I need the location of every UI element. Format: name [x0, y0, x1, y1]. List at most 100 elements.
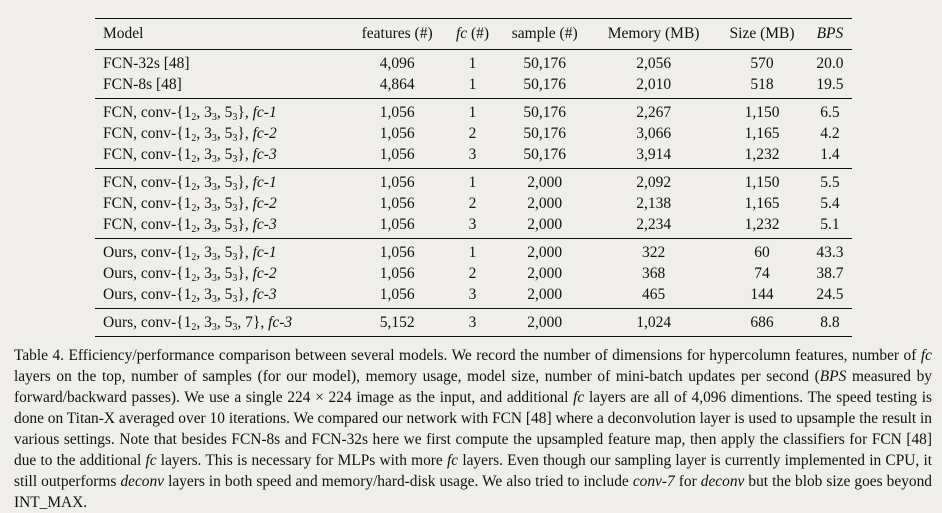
- header-size: Size (MB): [716, 18, 808, 50]
- features-cell: 1,056: [347, 98, 447, 123]
- model-cell: FCN-8s [48]: [103, 75, 182, 93]
- memory-cell: 2,138: [636, 194, 672, 212]
- bps-cell: 20.0: [816, 54, 844, 72]
- features-cell: 1,056: [347, 238, 447, 263]
- model-cell: FCN-32s [48]: [103, 54, 190, 72]
- sample-cell: 50,176: [523, 54, 566, 72]
- fc-cell: 1: [446, 168, 499, 193]
- caption-text: measured by forward/backward passes). We…: [14, 368, 932, 406]
- header-features: features (#): [347, 18, 447, 50]
- bps-cell: 4.2: [820, 124, 840, 142]
- size-cell: 518: [750, 75, 774, 93]
- caption-text: layers in both speed and memory/hard-dis…: [164, 473, 633, 490]
- table-caption: Table 4. Efficiency/performance comparis…: [14, 345, 932, 513]
- size-cell: 1,150: [716, 168, 808, 193]
- size-cell: 144: [750, 285, 774, 303]
- sample-cell: 2,000: [527, 194, 563, 212]
- fc-cell: 3: [468, 285, 477, 303]
- model-cell: Ours, conv-{12, 33, 53}, fc-3: [103, 285, 277, 305]
- caption-text: but the blob size goes beyond INT_MAX.: [14, 473, 932, 511]
- memory-cell: 2,092: [591, 168, 717, 193]
- features-cell: 1,056: [379, 215, 415, 233]
- table-row: FCN, conv-{12, 33, 53}, fc-3 1,056 3 50,176…: [95, 144, 852, 169]
- table-row: FCN, conv-{12, 33, 53}, fc-2 1,056 2 50,176…: [95, 123, 852, 144]
- bps-cell: 43.3: [807, 238, 852, 263]
- memory-cell: 2,234: [636, 215, 672, 233]
- table-body: FCN-32s [48] 4,096 1 50,176 2,056 570 20.0 FCN-…: [95, 50, 852, 337]
- model-cell: FCN, conv-{12, 33, 53}, fc-1: [95, 168, 348, 193]
- caption-fc: fc: [920, 347, 932, 364]
- memory-cell: 322: [591, 238, 717, 263]
- fc-cell: 2: [468, 124, 477, 142]
- header-bps: BPS: [807, 18, 852, 50]
- sample-cell: 2,000: [498, 168, 592, 193]
- fc-cell: 3: [468, 145, 477, 163]
- bps-cell: 6.5: [807, 98, 852, 123]
- memory-cell: 465: [642, 285, 666, 303]
- size-cell: 570: [750, 54, 774, 72]
- table-row: FCN, conv-{12, 33, 53}, fc-2 1,056 2 2,000 2…: [95, 193, 852, 214]
- bps-cell: 5.1: [820, 215, 840, 233]
- memory-cell: 3,914: [636, 145, 672, 163]
- caption-deconv: deconv: [120, 473, 165, 490]
- model-cell: FCN, conv-{12, 33, 53}, fc-2: [103, 124, 277, 144]
- table-row: Ours, conv-{12, 33, 53}, fc-3 1,056 3 2,000…: [95, 284, 852, 309]
- table-row: FCN, conv-{12, 33, 53}, fc-3 1,056 3 2,000 2…: [95, 214, 852, 239]
- caption-conv7: conv-7: [632, 473, 675, 490]
- memory-cell: 2,267: [591, 98, 717, 123]
- size-cell: 1,165: [744, 124, 780, 142]
- caption-fc: fc: [573, 389, 585, 406]
- table-row: Ours, conv-{12, 33, 53}, fc-1 1,056 1 2,000…: [95, 238, 852, 263]
- caption-fc: fc: [145, 452, 157, 469]
- bps-cell: 5.5: [807, 168, 852, 193]
- size-cell: 1,232: [744, 215, 780, 233]
- table-row: Ours, conv-{12, 33, 53, 7}, fc-3 5,152 3 2,…: [95, 308, 852, 337]
- caption-text: layers. Even though our sampling layer i…: [14, 452, 933, 490]
- header-model: Model: [95, 18, 348, 50]
- bps-cell: 5.4: [820, 194, 840, 212]
- features-cell: 1,056: [379, 194, 415, 212]
- sample-cell: 2,000: [498, 238, 592, 263]
- size-cell: 1,165: [744, 194, 780, 212]
- sample-cell: 2,000: [527, 285, 563, 303]
- model-cell: FCN, conv-{12, 33, 53}, fc-2: [103, 194, 277, 214]
- table-row: FCN-8s [48] 4,864 1 50,176 2,010 518 19.5: [95, 74, 852, 99]
- table-row: Ours, conv-{12, 33, 53}, fc-2 1,056 2 2,000…: [95, 263, 852, 284]
- caption-text: for: [674, 473, 701, 490]
- bps-cell: 24.5: [816, 285, 844, 303]
- header-fc: fc (#): [446, 18, 499, 50]
- model-cell: FCN, conv-{12, 33, 53}, fc-1: [95, 98, 348, 123]
- features-cell: 4,096: [379, 54, 415, 72]
- features-cell: 5,152: [347, 308, 447, 337]
- bps-cell: 19.5: [816, 75, 844, 93]
- model-cell: Ours, conv-{12, 33, 53, 7}, fc-3: [95, 308, 348, 337]
- features-cell: 1,056: [379, 145, 415, 163]
- fc-cell: 3: [446, 308, 499, 337]
- memory-cell: 2,010: [636, 75, 672, 93]
- caption-fc: fc: [446, 452, 459, 469]
- size-cell: 74: [754, 264, 770, 282]
- bps-cell: 8.8: [807, 308, 852, 337]
- bps-cell: 38.7: [816, 264, 844, 282]
- memory-cell: 3,066: [636, 124, 672, 142]
- size-cell: 1,232: [744, 145, 780, 163]
- sample-cell: 50,176: [523, 75, 566, 93]
- sample-cell: 2,000: [527, 264, 563, 282]
- sample-cell: 2,000: [498, 308, 592, 337]
- caption-text: layers. This is necessary for MLPs with …: [156, 452, 447, 469]
- caption-text: layers are all of 4,096 dimentions. The …: [14, 389, 932, 469]
- sample-cell: 50,176: [498, 98, 592, 123]
- features-cell: 4,864: [379, 75, 415, 93]
- table-row: FCN, conv-{12, 33, 53}, fc-1 1,056 1 2,000 2…: [95, 168, 852, 193]
- caption-deconv: deconv: [700, 473, 745, 490]
- memory-cell: 1,024: [591, 308, 717, 337]
- fc-cell: 1: [446, 238, 499, 263]
- features-cell: 1,056: [379, 124, 415, 142]
- efficiency-table: Model features (#) fc (#) sample (#) Mem…: [95, 18, 852, 337]
- fc-cell: 1: [446, 98, 499, 123]
- model-cell: FCN, conv-{12, 33, 53}, fc-3: [103, 145, 277, 165]
- table-row: FCN-32s [48] 4,096 1 50,176 2,056 570 20.0: [95, 50, 852, 75]
- header-memory: Memory (MB): [591, 18, 717, 50]
- caption-text: Table 4. Efficiency/performance comparis…: [14, 347, 921, 364]
- table-row: FCN, conv-{12, 33, 53}, fc-1 1,056 1 50,176…: [95, 98, 852, 123]
